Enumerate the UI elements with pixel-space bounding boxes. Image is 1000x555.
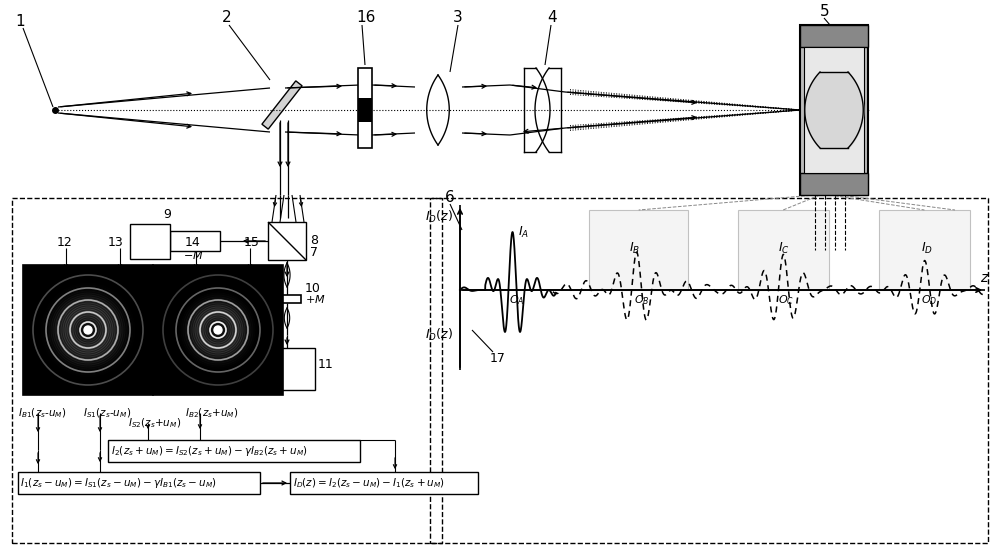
Bar: [23, 265, 153, 395]
Text: $O_C$: $O_C$: [778, 293, 794, 307]
Text: $I_D(z)$: $I_D(z)$: [425, 327, 453, 343]
Bar: [589, 210, 688, 290]
Text: $I_D$: $I_D$: [921, 240, 933, 255]
Text: $+M$: $+M$: [305, 293, 326, 305]
Bar: [879, 210, 970, 290]
Text: 16: 16: [356, 11, 375, 26]
Bar: [268, 222, 306, 260]
Circle shape: [215, 327, 221, 333]
Bar: [430, 198, 988, 543]
Text: $I_A$: $I_A$: [518, 224, 529, 240]
Bar: [170, 231, 220, 251]
Bar: [358, 68, 372, 148]
Bar: [800, 173, 868, 195]
Text: $I_D(z)=I_2(z_s-u_M)-I_1(z_s+u_M)$: $I_D(z)=I_2(z_s-u_M)-I_1(z_s+u_M)$: [293, 476, 445, 490]
Text: 14: 14: [185, 236, 201, 250]
Text: $I_B$: $I_B$: [629, 240, 640, 255]
Circle shape: [85, 327, 91, 333]
Bar: [800, 25, 868, 47]
Text: $I_{B2}(z_s\text{+}u_M)$: $I_{B2}(z_s\text{+}u_M)$: [185, 406, 238, 420]
Text: $O_A$: $O_A$: [509, 293, 525, 307]
Text: 13: 13: [108, 236, 124, 250]
Bar: [130, 224, 170, 259]
Text: $I_2(z_s+u_M)=I_{S2}(z_s+u_M)-\gamma I_{B2}(z_s+u_M)$: $I_2(z_s+u_M)=I_{S2}(z_s+u_M)-\gamma I_{…: [111, 444, 308, 458]
Text: $I_C$: $I_C$: [778, 240, 790, 255]
Bar: [153, 265, 283, 395]
Bar: [12, 198, 442, 543]
Text: 15: 15: [244, 236, 260, 250]
Text: 5: 5: [820, 4, 830, 19]
Bar: [262, 81, 302, 129]
Text: 6: 6: [445, 190, 455, 205]
Circle shape: [84, 326, 92, 334]
Text: 12: 12: [57, 236, 73, 250]
Text: 10: 10: [305, 281, 321, 295]
Text: 3: 3: [453, 11, 463, 26]
Text: $I_{S2}(z_s\text{+}u_M)$: $I_{S2}(z_s\text{+}u_M)$: [128, 416, 181, 430]
Bar: [18, 472, 260, 494]
Text: 4: 4: [547, 11, 557, 26]
Text: 11: 11: [318, 359, 334, 371]
Text: $I_{S1}(z_s\text{-}u_M)$: $I_{S1}(z_s\text{-}u_M)$: [83, 406, 131, 420]
Text: $z$: $z$: [980, 271, 990, 285]
Bar: [358, 98, 372, 122]
Text: 9: 9: [163, 209, 171, 221]
Text: $O_B$: $O_B$: [634, 293, 649, 307]
Bar: [804, 47, 864, 173]
Text: 8: 8: [310, 235, 318, 248]
Bar: [738, 210, 829, 290]
Text: 7: 7: [310, 246, 318, 260]
Bar: [271, 295, 301, 303]
Text: $I_1(z_s-u_M)=I_{S1}(z_s-u_M)-\gamma I_{B1}(z_s-u_M)$: $I_1(z_s-u_M)=I_{S1}(z_s-u_M)-\gamma I_{…: [20, 476, 217, 490]
Bar: [290, 472, 478, 494]
Text: $I_{B1}(z_s\text{-}u_M)$: $I_{B1}(z_s\text{-}u_M)$: [18, 406, 67, 420]
Text: 1: 1: [15, 14, 25, 29]
Text: 2: 2: [222, 11, 232, 26]
Text: $O_D$: $O_D$: [921, 293, 938, 307]
Bar: [800, 25, 868, 195]
Text: $I_D(z)$: $I_D(z)$: [425, 209, 453, 225]
Text: 17: 17: [490, 351, 506, 365]
Bar: [260, 348, 315, 390]
Text: $-M$: $-M$: [183, 249, 204, 261]
Bar: [108, 440, 360, 462]
Circle shape: [214, 326, 222, 334]
